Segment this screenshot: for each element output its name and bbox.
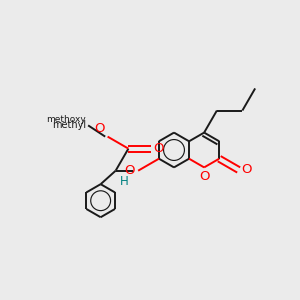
Text: O: O [199, 170, 209, 183]
Text: O: O [153, 142, 164, 155]
Text: methoxy: methoxy [46, 115, 86, 124]
Text: methyl: methyl [52, 120, 87, 130]
Text: O: O [241, 164, 252, 176]
Text: H: H [120, 175, 129, 188]
Text: O: O [95, 122, 105, 135]
Text: O: O [124, 164, 135, 177]
